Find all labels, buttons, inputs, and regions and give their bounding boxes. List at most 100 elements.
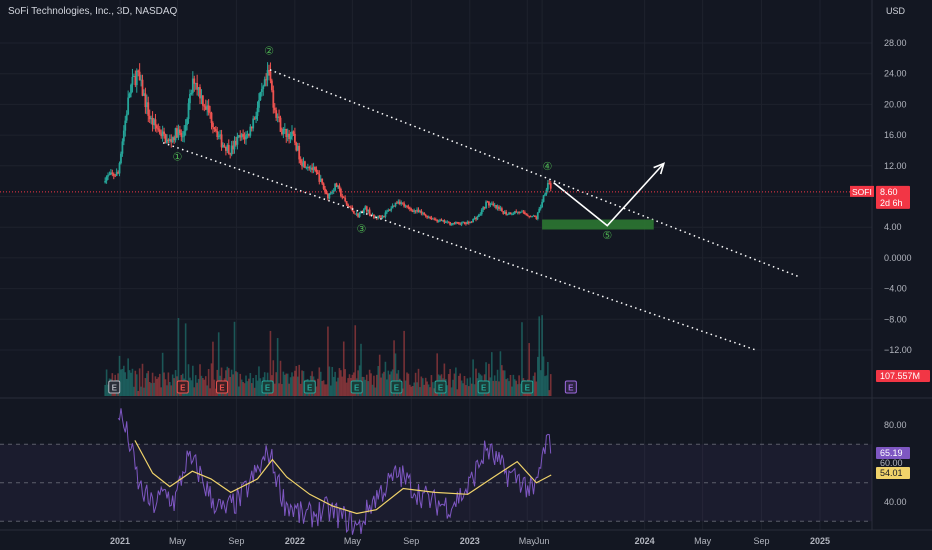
candle[interactable]: [342, 197, 345, 199]
candle[interactable]: [105, 176, 108, 181]
candle[interactable]: [505, 211, 508, 215]
candle[interactable]: [124, 120, 127, 131]
candle[interactable]: [107, 175, 109, 177]
candle[interactable]: [226, 144, 229, 151]
candle[interactable]: [367, 209, 370, 212]
candle[interactable]: [426, 215, 429, 218]
candle[interactable]: [495, 205, 498, 209]
candle[interactable]: [477, 214, 480, 217]
candle[interactable]: [243, 136, 246, 140]
candle[interactable]: [383, 215, 385, 217]
candle[interactable]: [204, 106, 207, 110]
candle[interactable]: [292, 131, 295, 134]
candle[interactable]: [140, 79, 142, 81]
candle[interactable]: [391, 205, 394, 209]
candle[interactable]: [549, 183, 552, 189]
candle[interactable]: [449, 222, 452, 225]
candle[interactable]: [275, 110, 278, 118]
candle[interactable]: [104, 180, 107, 183]
candle[interactable]: [516, 211, 519, 213]
candle[interactable]: [488, 201, 490, 206]
candle[interactable]: [378, 215, 381, 217]
candle[interactable]: [256, 107, 259, 117]
candle[interactable]: [158, 129, 161, 134]
candle[interactable]: [535, 217, 538, 219]
candle[interactable]: [459, 223, 462, 225]
candle[interactable]: [203, 105, 206, 107]
candle[interactable]: [109, 172, 112, 175]
candle[interactable]: [278, 116, 280, 118]
candle[interactable]: [526, 215, 529, 217]
candle[interactable]: [224, 146, 227, 151]
candle[interactable]: [344, 197, 347, 202]
candle[interactable]: [130, 84, 132, 94]
earnings-marker[interactable]: E: [261, 380, 274, 394]
candle[interactable]: [232, 145, 234, 150]
candle[interactable]: [381, 215, 384, 218]
candle[interactable]: [436, 219, 439, 222]
candle[interactable]: [509, 212, 512, 215]
candle[interactable]: [190, 92, 193, 95]
candle[interactable]: [296, 145, 299, 151]
candle[interactable]: [417, 209, 420, 213]
candle[interactable]: [213, 127, 216, 130]
candle[interactable]: [365, 206, 368, 212]
candle[interactable]: [348, 206, 351, 208]
earnings-marker[interactable]: E: [564, 380, 577, 394]
candle[interactable]: [513, 211, 516, 214]
candle[interactable]: [247, 134, 250, 136]
candle[interactable]: [184, 125, 187, 132]
candle[interactable]: [479, 214, 482, 216]
candle[interactable]: [341, 196, 344, 198]
candle[interactable]: [440, 219, 443, 221]
candle[interactable]: [446, 221, 449, 223]
candle[interactable]: [301, 162, 303, 167]
candle[interactable]: [223, 145, 226, 147]
earnings-marker[interactable]: E: [390, 380, 403, 394]
candle[interactable]: [499, 208, 502, 210]
earnings-marker[interactable]: E: [521, 380, 534, 394]
candle[interactable]: [174, 128, 177, 141]
candle[interactable]: [246, 134, 249, 135]
candle[interactable]: [229, 153, 232, 155]
candle[interactable]: [178, 129, 181, 133]
candle[interactable]: [394, 202, 397, 207]
candle[interactable]: [424, 214, 427, 216]
candle[interactable]: [407, 206, 410, 208]
candle[interactable]: [467, 221, 470, 224]
candle[interactable]: [453, 222, 456, 224]
candle[interactable]: [295, 142, 298, 151]
candle[interactable]: [315, 169, 318, 173]
candle[interactable]: [200, 95, 203, 99]
candle[interactable]: [454, 222, 457, 224]
candle[interactable]: [475, 217, 477, 220]
candle[interactable]: [371, 214, 374, 216]
candle[interactable]: [153, 119, 155, 125]
candle[interactable]: [536, 212, 539, 219]
candle[interactable]: [147, 102, 150, 116]
candle[interactable]: [457, 222, 460, 224]
candle[interactable]: [483, 207, 486, 209]
candle[interactable]: [270, 80, 273, 91]
earnings-marker[interactable]: E: [434, 380, 447, 394]
candle[interactable]: [220, 134, 223, 148]
earnings-badge[interactable]: [521, 380, 534, 394]
candle[interactable]: [253, 118, 256, 120]
candle[interactable]: [430, 217, 433, 220]
candle[interactable]: [206, 105, 209, 110]
candle[interactable]: [157, 128, 160, 130]
candle[interactable]: [111, 172, 114, 174]
earnings-marker[interactable]: E: [350, 380, 363, 394]
candle[interactable]: [414, 210, 417, 212]
candle[interactable]: [269, 71, 272, 81]
candle[interactable]: [145, 102, 148, 108]
candle[interactable]: [237, 135, 240, 137]
candle[interactable]: [299, 159, 302, 163]
candle[interactable]: [380, 216, 383, 218]
candle[interactable]: [358, 213, 361, 217]
candle[interactable]: [266, 70, 269, 81]
candle[interactable]: [328, 193, 331, 199]
earnings-badge[interactable]: [434, 380, 447, 394]
candle[interactable]: [324, 188, 326, 192]
